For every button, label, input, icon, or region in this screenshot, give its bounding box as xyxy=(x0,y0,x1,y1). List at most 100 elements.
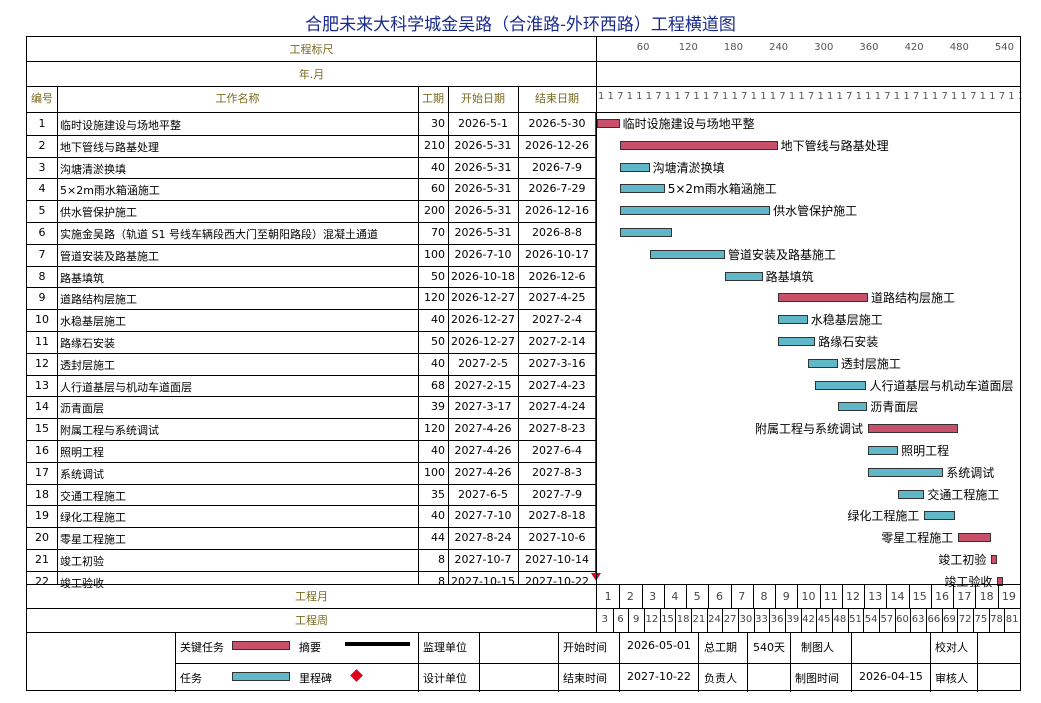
gantt-bar[interactable] xyxy=(619,228,673,237)
grid-line xyxy=(619,585,621,608)
table-row[interactable]: 18 交通工程施工 35 2027-6-5 2027-7-9 xyxy=(27,484,596,506)
table-row[interactable]: 20 零星工程施工 44 2027-8-24 2027-10-6 xyxy=(27,527,596,549)
page-title: 合肥未来大科学城金吴路（合淮路-外环西路）工程横道图 xyxy=(305,15,736,35)
table-row[interactable]: 13 人行道基层与机动车道面层 68 2027-2-15 2027-4-23 xyxy=(27,375,596,397)
gantt-bar[interactable] xyxy=(867,424,959,434)
grid-line xyxy=(977,633,978,692)
week-cell: 69 xyxy=(943,614,956,625)
row-end-date: 2027-4-24 xyxy=(528,400,586,414)
scale-tick: 180 xyxy=(723,42,744,53)
table-row[interactable]: 6 实施金吴路（轨道 S1 号线车辆段西大门至朝阳路段）混凝土通道 70 2026-5… xyxy=(27,222,596,244)
table-row[interactable]: 11 路缘石安装 50 2026-12-27 2027-2-14 xyxy=(27,331,596,353)
col-header-name: 工作名称 xyxy=(215,92,260,105)
row-duration: 40 xyxy=(431,160,445,174)
legend-summary-label: 摘要 xyxy=(299,641,321,654)
gantt-frame: 工程标尺 年.月 编号 工作名称 工期 开始日期 结束日期 60 120 180 24… xyxy=(26,36,1021,692)
gantt-bar[interactable] xyxy=(649,249,725,259)
gantt-bar[interactable] xyxy=(997,576,1004,586)
row-start-date: 2026-5-31 xyxy=(454,226,512,239)
gantt-bar[interactable] xyxy=(924,511,955,521)
gantt-bar-label: 零星工程施工 xyxy=(881,531,954,546)
grid-line xyxy=(418,87,419,584)
row-number: 6 xyxy=(38,226,46,239)
week-cell: 36 xyxy=(770,614,784,625)
end-time-label: 结束时间 xyxy=(563,672,607,685)
grid-line xyxy=(816,609,818,632)
gantt-bar[interactable] xyxy=(837,402,868,412)
table-row[interactable]: 14 沥青面层 39 2027-3-17 2027-4-24 xyxy=(27,396,596,418)
row-task-name: 5×2m雨水箱涵施工 xyxy=(60,184,160,198)
table-row[interactable]: 10 水稳基层施工 40 2026-12-27 2027-2-4 xyxy=(27,309,596,331)
gantt-bar[interactable] xyxy=(958,533,992,543)
table-row[interactable]: 5 供水管保护施工 200 2026-5-31 2026-12-16 xyxy=(27,200,596,222)
gantt-bar[interactable] xyxy=(815,380,867,390)
row-end-date: 2026-8-8 xyxy=(532,226,582,239)
grid-line xyxy=(596,37,597,632)
row-task-name: 透封层施工 xyxy=(60,358,115,372)
grid-line xyxy=(973,609,974,632)
gantt-bar[interactable] xyxy=(867,467,944,477)
table-row[interactable]: 9 道路结构层施工 120 2026-12-27 2027-4-25 xyxy=(27,287,596,309)
row-number: 15 xyxy=(35,422,49,436)
gantt-bar[interactable] xyxy=(597,119,620,128)
row-number: 18 xyxy=(35,487,49,501)
table-row[interactable]: 19 绿化工程施工 40 2027-7-10 2027-8-18 xyxy=(27,505,596,527)
gantt-bar[interactable] xyxy=(777,293,868,303)
gantt-bar-label: 路缘石安装 xyxy=(818,335,879,349)
week-cell: 9 xyxy=(632,614,640,625)
gantt-bar[interactable] xyxy=(807,358,838,368)
table-row[interactable]: 4 5×2m雨水箱涵施工 60 2026-5-31 2026-7-29 xyxy=(27,178,596,200)
table-row[interactable]: 7 管道安装及路基施工 100 2026-7-10 2026-10-17 xyxy=(27,244,596,266)
gantt-bar[interactable] xyxy=(619,206,771,216)
table-row[interactable]: 1 临时设施建设与场地平整 30 2026-5-1 2026-5-30 xyxy=(27,113,596,135)
gantt-bar-label: 照明工程 xyxy=(901,444,950,458)
gantt-bar[interactable] xyxy=(619,162,650,172)
end-time-value: 2027-10-22 xyxy=(627,670,691,683)
row-end-date: 2026-7-9 xyxy=(532,160,582,174)
row-task-name: 沟塘清淤换填 xyxy=(60,162,126,176)
month-cell: 7 xyxy=(738,590,746,603)
gantt-bar[interactable] xyxy=(991,555,998,564)
gantt-bar-label: 附属工程与系统调试 xyxy=(754,422,863,437)
grid-line xyxy=(747,633,748,692)
row-task-name: 系统调试 xyxy=(60,467,104,481)
row-duration: 50 xyxy=(431,335,445,348)
gantt-bar[interactable] xyxy=(777,315,808,325)
row-number: 4 xyxy=(38,182,46,196)
gantt-bar[interactable] xyxy=(777,337,816,346)
row-number: 16 xyxy=(35,444,49,457)
month-cell: 10 xyxy=(801,590,816,603)
row-end-date: 2027-4-23 xyxy=(528,378,586,392)
table-row[interactable]: 3 沟塘清淤换填 40 2026-5-31 2026-7-9 xyxy=(27,157,596,179)
gantt-bar-label: 竣工验收 xyxy=(944,574,993,589)
table-row[interactable]: 16 照明工程 40 2027-4-26 2027-6-4 xyxy=(27,440,596,462)
grid-line xyxy=(175,663,1020,664)
week-cell: 63 xyxy=(911,614,925,625)
gantt-bar-label: 沥青面层 xyxy=(870,400,919,415)
gantt-bar[interactable] xyxy=(619,184,665,194)
owner-label: 负责人 xyxy=(704,672,737,685)
table-row[interactable]: 12 透封层施工 40 2027-2-5 2027-3-16 xyxy=(27,353,596,375)
month-label: 工程月 xyxy=(295,590,328,603)
gantt-bar[interactable] xyxy=(724,271,763,281)
scale-tick: 300 xyxy=(814,42,834,53)
gantt-bar[interactable] xyxy=(619,140,778,150)
month-cell: 1 xyxy=(604,590,612,603)
row-task-name: 沥青面层 xyxy=(60,402,104,416)
table-row[interactable]: 8 路基填筑 50 2026-10-18 2026-12-6 xyxy=(27,266,596,288)
row-start-date: 2026-5-31 xyxy=(454,160,512,174)
grid-line xyxy=(27,243,596,245)
table-row[interactable]: 2 地下管线与路基处理 210 2026-5-31 2026-12-26 xyxy=(27,135,596,157)
row-task-name: 竣工初验 xyxy=(60,555,104,568)
row-end-date: 2027-10-14 xyxy=(525,553,589,566)
grid-line xyxy=(619,633,620,692)
table-row[interactable]: 15 附属工程与系统调试 120 2027-4-26 2027-8-23 xyxy=(27,418,596,440)
table-row[interactable]: 21 竣工初验 8 2027-10-7 2027-10-14 xyxy=(27,549,596,571)
row-start-date: 2027-2-15 xyxy=(454,378,512,392)
grid-line xyxy=(930,585,932,608)
gantt-bar[interactable] xyxy=(867,446,899,455)
grid-line xyxy=(841,585,843,608)
gantt-bar[interactable] xyxy=(898,489,925,499)
table-row[interactable]: 17 系统调试 100 2027-4-26 2027-8-3 xyxy=(27,462,596,484)
grid-line xyxy=(27,222,596,223)
